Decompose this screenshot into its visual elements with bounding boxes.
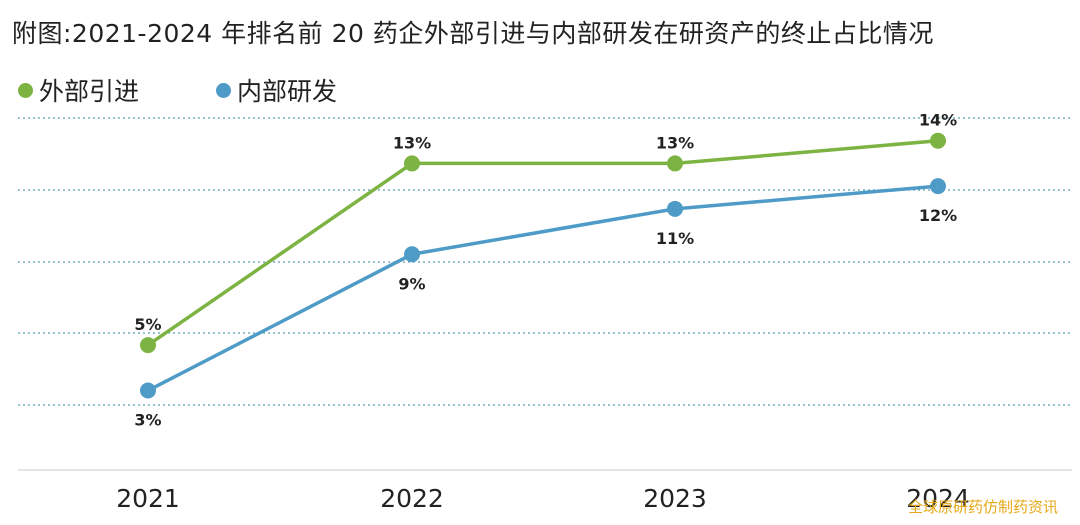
data-label-external-2021: 5%: [134, 315, 161, 334]
legend-item-external: 外部引进: [18, 72, 139, 108]
legend-label-external: 外部引进: [39, 77, 140, 106]
data-label-external-2022: 13%: [393, 133, 431, 152]
data-point-internal-2021: [140, 382, 156, 399]
chart-title: 附图:2021-2024 年排名前 20 药企外部引进与内部研发在研资产的终止占…: [12, 19, 934, 48]
x-tick-label-2023: 2023: [643, 484, 707, 513]
x-tick-label-2021: 2021: [116, 484, 180, 513]
data-point-external-2024: [930, 132, 946, 149]
series-line-external: [147, 138, 939, 347]
legend-marker-internal: [216, 82, 231, 98]
data-label-internal-2022: 9%: [398, 274, 425, 293]
data-point-external-2022: [404, 155, 420, 172]
data-point-internal-2023: [667, 200, 683, 217]
series-line-internal: [147, 184, 939, 393]
x-tick-label-2022: 2022: [380, 484, 444, 513]
data-label-internal-2023: 11%: [656, 229, 694, 248]
legend-marker-external: [18, 82, 33, 98]
x-tick-label-2024: 2024: [906, 484, 970, 513]
data-point-external-2023: [667, 155, 683, 172]
data-label-external-2024: 14%: [919, 111, 957, 130]
data-label-internal-2024: 12%: [919, 206, 957, 225]
watermark: 全球原研药仿制药资讯: [907, 498, 1058, 516]
data-label-external-2023: 13%: [656, 133, 694, 152]
data-point-internal-2024: [930, 178, 946, 195]
legend-label-internal: 内部研发: [237, 77, 338, 106]
legend-item-internal: 内部研发: [216, 72, 337, 108]
data-label-internal-2021: 3%: [134, 411, 161, 430]
data-point-internal-2022: [404, 246, 420, 263]
data-point-external-2021: [140, 337, 156, 354]
